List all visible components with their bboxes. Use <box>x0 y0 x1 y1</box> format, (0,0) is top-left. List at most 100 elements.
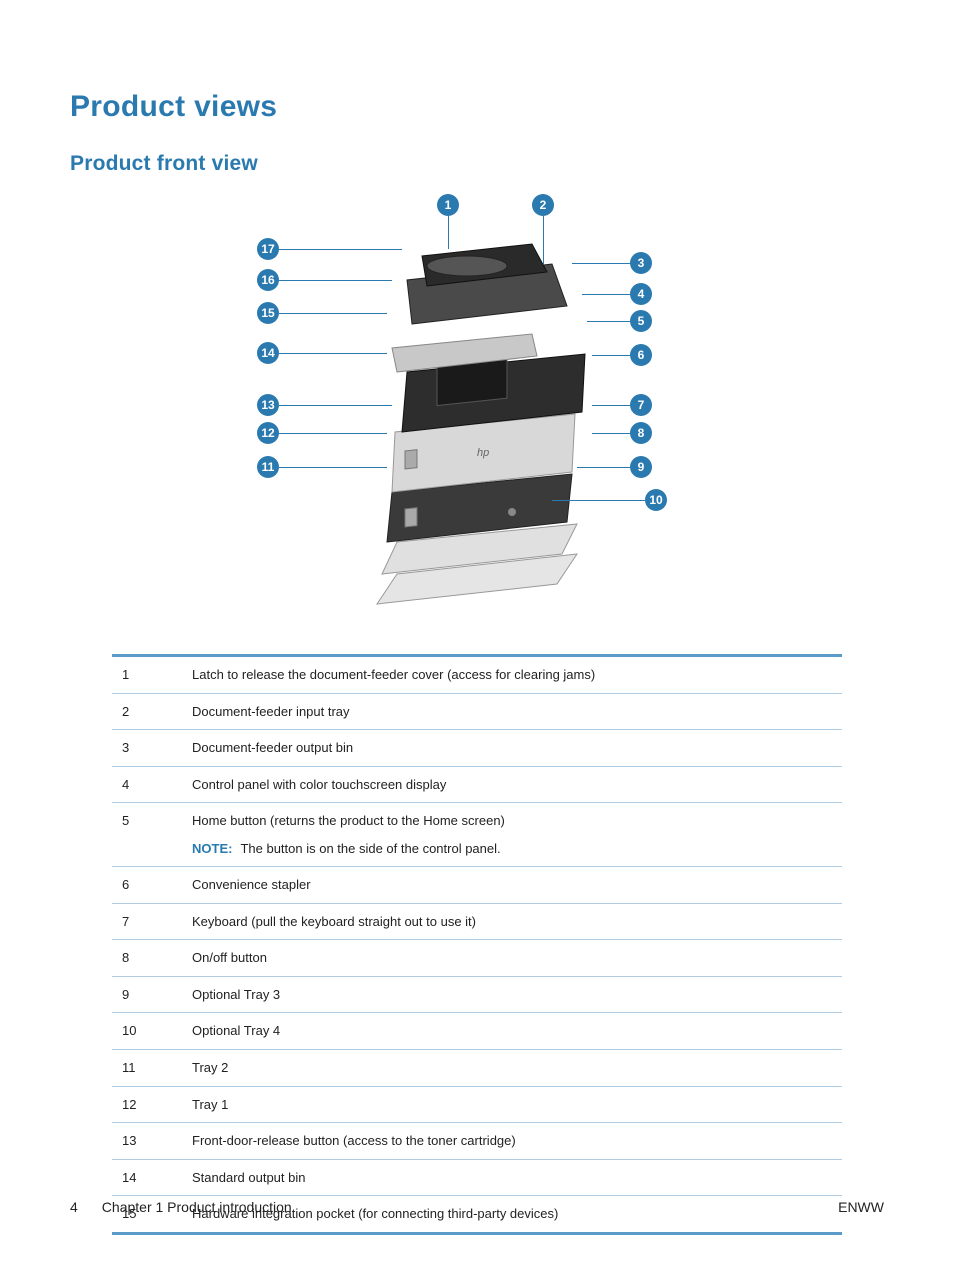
callout-15: 15 <box>257 302 387 324</box>
part-number: 2 <box>112 693 182 730</box>
table-row: 1Latch to release the document-feeder co… <box>112 656 842 694</box>
part-number: 3 <box>112 730 182 767</box>
callout-7: 7 <box>592 394 652 416</box>
callout-bubble: 16 <box>257 269 279 291</box>
callout-bubble: 1 <box>437 194 459 216</box>
language-code: ENWW <box>838 1199 884 1215</box>
part-number: 8 <box>112 940 182 977</box>
heading-product-views: Product views <box>70 90 884 124</box>
callout-bubble: 5 <box>630 310 652 332</box>
callout-1: 1 <box>437 194 459 249</box>
part-description: Optional Tray 3 <box>182 976 842 1013</box>
callout-13: 13 <box>257 394 392 416</box>
part-number: 1 <box>112 656 182 694</box>
table-row: 4Control panel with color touchscreen di… <box>112 766 842 803</box>
part-description: Keyboard (pull the keyboard straight out… <box>182 903 842 940</box>
note-label: NOTE: <box>192 841 232 856</box>
callout-line <box>279 433 387 434</box>
part-description: Optional Tray 4 <box>182 1013 842 1050</box>
table-row: 8On/off button <box>112 940 842 977</box>
table-row: 6Convenience stapler <box>112 867 842 904</box>
callout-line <box>448 216 449 249</box>
table-row: 10Optional Tray 4 <box>112 1013 842 1050</box>
callout-line <box>279 280 392 281</box>
callout-line <box>279 467 387 468</box>
part-number: 13 <box>112 1123 182 1160</box>
part-number: 9 <box>112 976 182 1013</box>
part-number: 4 <box>112 766 182 803</box>
part-number: 14 <box>112 1159 182 1196</box>
printer-illustration: hp <box>357 224 597 634</box>
part-description: Control panel with color touchscreen dis… <box>182 766 842 803</box>
callout-line <box>592 433 630 434</box>
callout-bubble: 11 <box>257 456 279 478</box>
table-row: 7Keyboard (pull the keyboard straight ou… <box>112 903 842 940</box>
callout-6: 6 <box>592 344 652 366</box>
part-description: Home button (returns the product to the … <box>182 803 842 867</box>
callout-10: 10 <box>552 489 667 511</box>
part-number: 5 <box>112 803 182 867</box>
table-row: 11Tray 2 <box>112 1050 842 1087</box>
callout-17: 17 <box>257 238 402 260</box>
part-number: 6 <box>112 867 182 904</box>
callout-14: 14 <box>257 342 387 364</box>
table-row: 13Front-door-release button (access to t… <box>112 1123 842 1160</box>
callout-bubble: 8 <box>630 422 652 444</box>
callout-bubble: 7 <box>630 394 652 416</box>
part-description: Front-door-release button (access to the… <box>182 1123 842 1160</box>
callout-bubble: 10 <box>645 489 667 511</box>
part-number: 7 <box>112 903 182 940</box>
callout-4: 4 <box>582 283 652 305</box>
svg-text:hp: hp <box>477 447 489 459</box>
callout-8: 8 <box>592 422 652 444</box>
callout-bubble: 9 <box>630 456 652 478</box>
callout-bubble: 12 <box>257 422 279 444</box>
callout-9: 9 <box>577 456 652 478</box>
callout-line <box>279 313 387 314</box>
table-row: 9Optional Tray 3 <box>112 976 842 1013</box>
callout-16: 16 <box>257 269 392 291</box>
part-description: Tray 2 <box>182 1050 842 1087</box>
callout-line <box>572 263 630 264</box>
callout-line <box>543 216 544 264</box>
callout-line <box>587 321 630 322</box>
table-row: 14Standard output bin <box>112 1159 842 1196</box>
part-number: 12 <box>112 1086 182 1123</box>
part-description: Standard output bin <box>182 1159 842 1196</box>
page-number: 4 <box>70 1199 78 1215</box>
callout-5: 5 <box>587 310 652 332</box>
heading-product-front-view: Product front view <box>70 152 884 176</box>
part-description: Convenience stapler <box>182 867 842 904</box>
part-description: Document-feeder input tray <box>182 693 842 730</box>
callout-3: 3 <box>572 252 652 274</box>
table-row: 5Home button (returns the product to the… <box>112 803 842 867</box>
callout-2: 2 <box>532 194 554 264</box>
callout-12: 12 <box>257 422 387 444</box>
callout-bubble: 2 <box>532 194 554 216</box>
parts-table: 1Latch to release the document-feeder co… <box>112 654 842 1235</box>
callout-bubble: 14 <box>257 342 279 364</box>
chapter-title: Chapter 1 Product introduction <box>102 1199 292 1215</box>
callout-line <box>279 249 402 250</box>
callout-bubble: 15 <box>257 302 279 324</box>
table-row: 3Document-feeder output bin <box>112 730 842 767</box>
part-number: 11 <box>112 1050 182 1087</box>
part-number: 10 <box>112 1013 182 1050</box>
callout-line <box>592 355 630 356</box>
part-description: Tray 1 <box>182 1086 842 1123</box>
callout-line <box>582 294 630 295</box>
callout-bubble: 13 <box>257 394 279 416</box>
product-diagram: hp 1 2 3 4 5 6 7 8 9 10 17 16 15 14 13 1… <box>197 194 757 644</box>
callout-line <box>279 353 387 354</box>
part-description: Latch to release the document-feeder cov… <box>182 656 842 694</box>
table-row: 2Document-feeder input tray <box>112 693 842 730</box>
callout-bubble: 17 <box>257 238 279 260</box>
callout-line <box>552 500 645 501</box>
callout-line <box>279 405 392 406</box>
callout-line <box>577 467 630 468</box>
page-footer: 4 Chapter 1 Product introduction ENWW <box>70 1199 884 1215</box>
callout-bubble: 3 <box>630 252 652 274</box>
callout-bubble: 6 <box>630 344 652 366</box>
callout-bubble: 4 <box>630 283 652 305</box>
part-description: Document-feeder output bin <box>182 730 842 767</box>
